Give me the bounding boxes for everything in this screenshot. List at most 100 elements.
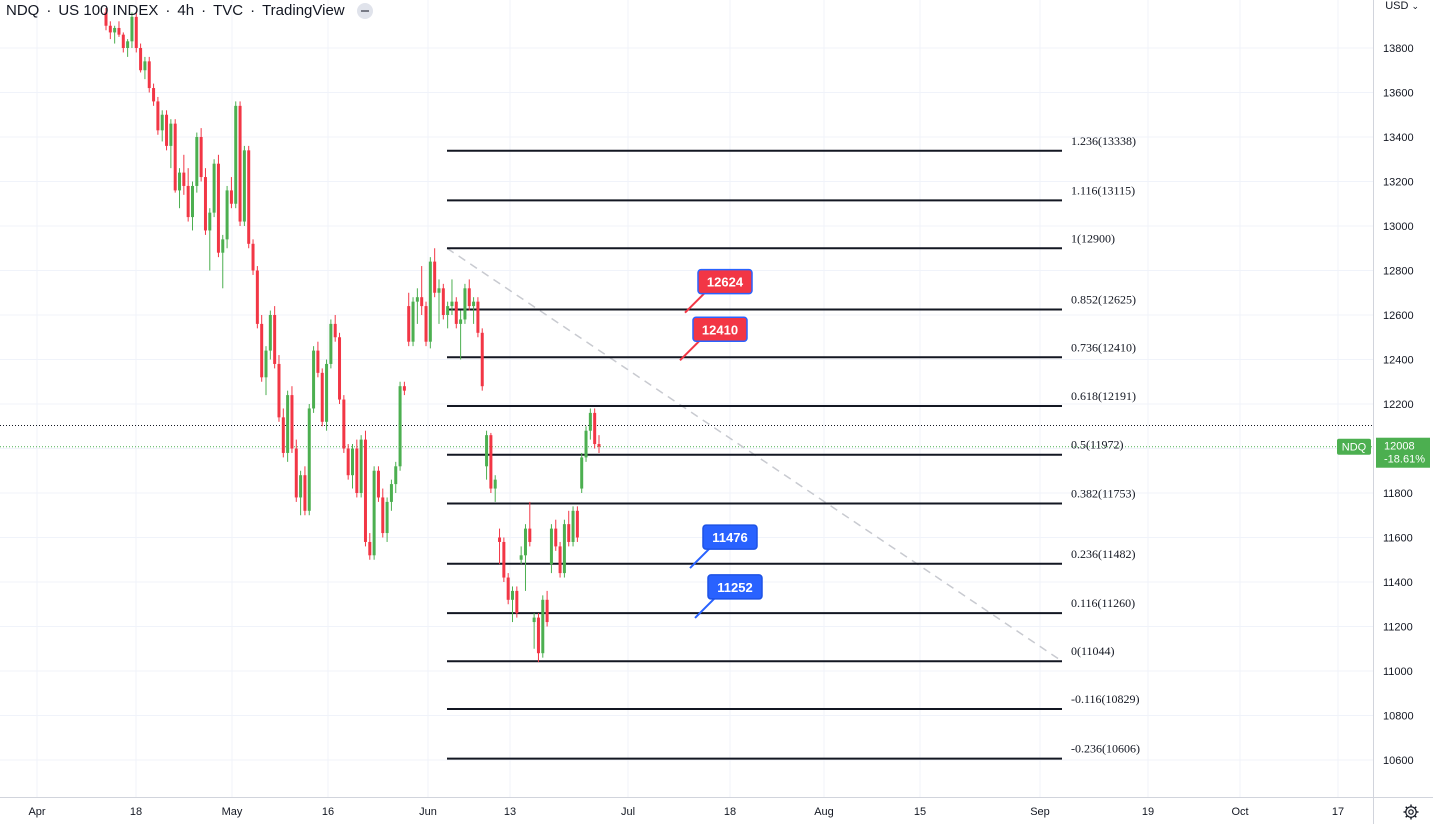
x-tick-label: Aug xyxy=(814,806,834,818)
y-tick-label: 13800 xyxy=(1383,43,1414,55)
candle-body xyxy=(325,363,329,422)
candle-body xyxy=(281,417,285,453)
x-tick-label: Jul xyxy=(621,806,635,818)
candle-body xyxy=(320,372,324,422)
candle-body xyxy=(186,185,190,218)
candle-body xyxy=(178,172,182,191)
candle-body xyxy=(169,123,173,146)
candle-body xyxy=(299,475,303,498)
candle-body xyxy=(545,599,549,623)
candle-body xyxy=(346,448,350,476)
candle-body xyxy=(160,114,164,131)
fib-level-label: -0.236(10606) xyxy=(1071,742,1140,756)
candle-body xyxy=(502,541,506,578)
y-tick-label: 10800 xyxy=(1383,711,1414,723)
candle-body xyxy=(389,484,393,502)
platform-label: TradingView xyxy=(262,2,345,19)
candle-body xyxy=(593,412,597,445)
candle-body xyxy=(480,332,484,387)
candle-body xyxy=(152,88,156,102)
candle-body xyxy=(203,177,207,231)
symbol-code[interactable]: NDQ xyxy=(6,2,40,19)
x-tick-label: 17 xyxy=(1332,806,1344,818)
candle-body xyxy=(355,448,359,493)
fib-level-label: 1(12900) xyxy=(1071,231,1115,245)
candle-body xyxy=(212,163,216,213)
candle-body xyxy=(121,34,125,48)
candle-body xyxy=(597,444,601,447)
candle-body xyxy=(182,172,186,186)
gear-icon[interactable] xyxy=(1403,804,1419,820)
callout-pointer xyxy=(679,338,702,361)
candle-body xyxy=(558,546,562,574)
candle-body xyxy=(303,475,307,511)
interval-label[interactable]: 4h xyxy=(177,2,195,19)
x-tick-label: 18 xyxy=(130,806,142,818)
candle-body xyxy=(307,408,311,511)
candle-body xyxy=(294,448,298,498)
candle-body xyxy=(437,288,441,293)
candle-body xyxy=(420,297,424,307)
candle-body xyxy=(446,306,450,315)
candle-body xyxy=(532,617,536,623)
fib-level-label: -0.116(10829) xyxy=(1071,692,1140,706)
candle-body xyxy=(126,41,130,48)
candle-body xyxy=(143,61,147,71)
fib-level-label: 0.618(12191) xyxy=(1071,389,1136,403)
y-tick-label: 12600 xyxy=(1383,310,1414,322)
candle-body xyxy=(260,323,264,378)
y-tick-label: 11400 xyxy=(1383,577,1413,589)
callout-pointer xyxy=(689,546,712,569)
candle-body xyxy=(273,315,277,364)
candle-body xyxy=(506,577,510,600)
x-tick-label: Apr xyxy=(28,806,45,818)
candle-body xyxy=(251,243,255,271)
x-tick-label: May xyxy=(222,806,243,818)
candle-body xyxy=(104,12,108,26)
candle-body xyxy=(441,288,445,315)
fib-level-label: 0.116(11260) xyxy=(1071,596,1135,610)
symbol-header: NDQ · US 100 INDEX · 4h · TVC · TradingV… xyxy=(6,2,373,19)
candle-body xyxy=(277,363,281,418)
candle-body xyxy=(190,185,194,218)
candle-body xyxy=(511,590,515,600)
candle-body xyxy=(264,350,268,378)
candle-body xyxy=(433,261,437,293)
fib-level-label: 1.236(13338) xyxy=(1071,134,1136,148)
candle-body xyxy=(156,101,160,131)
candle-body xyxy=(290,395,294,449)
candle-body xyxy=(147,61,151,89)
candle-body xyxy=(199,137,203,178)
candle-body xyxy=(541,599,545,654)
x-tick-label: 16 xyxy=(322,806,334,818)
price-badge-change: -18.61% xyxy=(1384,454,1425,466)
candle-body xyxy=(402,386,406,391)
candle-body xyxy=(394,466,398,485)
candle-body xyxy=(195,137,199,186)
candle-body xyxy=(268,315,272,351)
candle-body xyxy=(523,528,527,556)
candle-body xyxy=(372,470,376,556)
candle-body xyxy=(428,261,432,342)
x-tick-label: 15 xyxy=(914,806,926,818)
currency-selector[interactable]: USD ⌄ xyxy=(1385,0,1419,12)
candle-body xyxy=(351,448,354,476)
candle-body xyxy=(139,48,143,71)
candle-body xyxy=(108,25,112,33)
callout-pointer xyxy=(684,290,707,314)
minus-icon[interactable] xyxy=(356,2,373,19)
callout-pointer xyxy=(694,596,717,619)
candle-body xyxy=(398,386,402,467)
callout-box xyxy=(692,316,748,343)
candle-body xyxy=(498,537,502,542)
y-tick-label: 13200 xyxy=(1383,177,1414,189)
candle-body xyxy=(424,306,428,342)
y-tick-label: 12800 xyxy=(1383,266,1414,278)
fib-level-label: 0.736(12410) xyxy=(1071,340,1136,354)
x-tick-label: Oct xyxy=(1231,806,1248,818)
candle-body xyxy=(571,510,575,542)
candle-body xyxy=(368,541,372,556)
grid xyxy=(0,0,1373,797)
callout-label: 12410 xyxy=(702,322,738,337)
